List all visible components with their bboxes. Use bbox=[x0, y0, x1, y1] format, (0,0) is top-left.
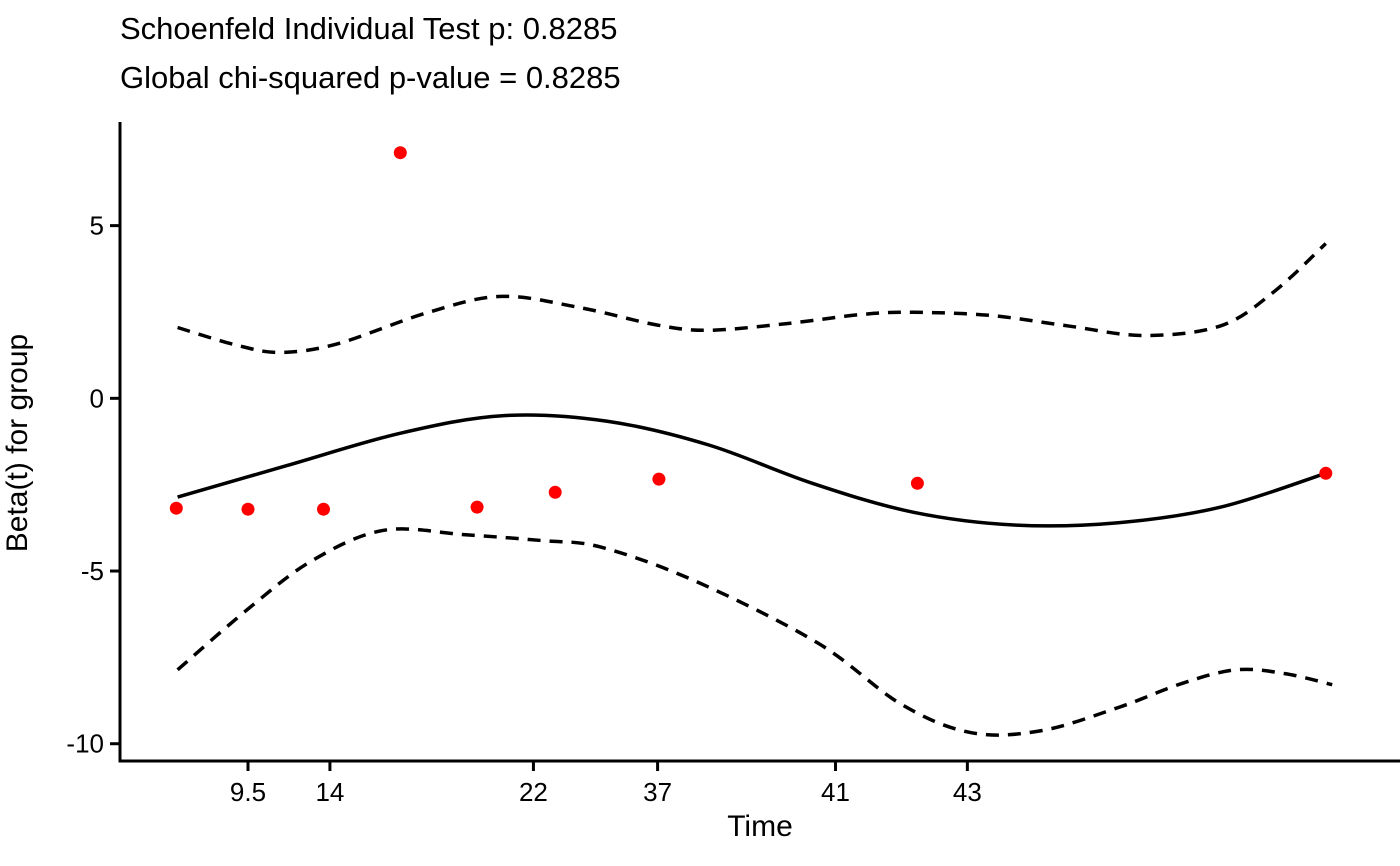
x-tick-label: 14 bbox=[315, 777, 344, 807]
data-point bbox=[548, 485, 562, 499]
upper-confidence-band-line bbox=[177, 242, 1327, 355]
y-tick-label: -10 bbox=[66, 729, 104, 759]
x-tick-label: 41 bbox=[821, 777, 850, 807]
x-tick-label: 37 bbox=[643, 777, 672, 807]
x-tick-label: 43 bbox=[953, 777, 982, 807]
plot-title: Schoenfeld Individual Test p: 0.8285 bbox=[120, 11, 618, 46]
data-point bbox=[910, 476, 924, 490]
data-point bbox=[393, 146, 407, 160]
y-tick-label: 5 bbox=[90, 211, 104, 241]
y-tick-label: 0 bbox=[90, 383, 104, 413]
plot-subtitle: Global chi-squared p-value = 0.8285 bbox=[120, 60, 621, 95]
data-point bbox=[241, 502, 255, 516]
y-tick-label: -5 bbox=[81, 556, 104, 586]
data-point bbox=[1319, 466, 1333, 480]
data-point bbox=[652, 472, 666, 486]
x-tick-label: 9.5 bbox=[230, 777, 266, 807]
y-axis-title: Beta(t) for group bbox=[1, 333, 34, 553]
data-point bbox=[317, 502, 330, 516]
smooth-fit-line bbox=[177, 413, 1327, 528]
x-axis-title: Time bbox=[727, 810, 793, 843]
x-tick-label: 22 bbox=[519, 777, 548, 807]
lower-confidence-band-line bbox=[176, 527, 1333, 737]
axis-lines bbox=[118, 122, 1400, 763]
data-point bbox=[470, 500, 484, 514]
data-point bbox=[169, 501, 183, 515]
